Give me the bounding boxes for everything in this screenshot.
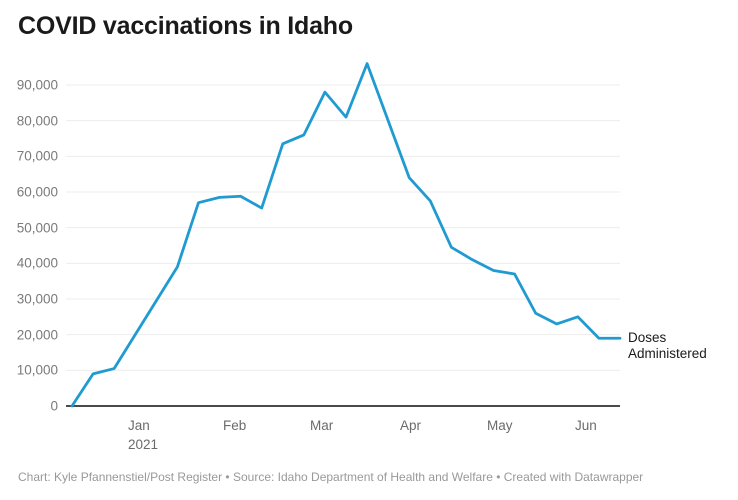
- y-axis-tick-label: 30,000: [16, 291, 58, 307]
- y-axis-tick-label: 10,000: [16, 362, 58, 378]
- y-axis-tick-label: 80,000: [16, 113, 58, 129]
- y-axis-tick-label: 70,000: [16, 148, 58, 164]
- x-axis-tick-label: Jan: [128, 418, 150, 433]
- plot-area: 0 10,000 20,000 30,000 40,000 50,000 60,000 70,…: [0, 55, 738, 455]
- chart-canvas: [66, 62, 622, 408]
- data-line-doses-administered: [70, 62, 622, 408]
- y-axis-tick-label: 20,000: [16, 327, 58, 343]
- series-label-line2: Administered: [628, 346, 707, 361]
- x-axis-tick-label: Mar: [310, 418, 334, 433]
- page-title: COVID vaccinations in Idaho: [18, 12, 353, 40]
- x-axis-year-label: 2021: [128, 437, 159, 452]
- chart-credit: Chart: Kyle Pfannenstiel/Post Register •…: [18, 470, 644, 484]
- y-axis-tick-label: 60,000: [16, 184, 58, 200]
- y-axis-tick-label: 40,000: [16, 255, 58, 271]
- x-axis-tick-label: Feb: [223, 418, 247, 433]
- x-axis-tick-label: Jun: [575, 418, 597, 433]
- y-axis-tick-label: 0: [50, 398, 58, 414]
- y-axis-tick-label: 90,000: [16, 77, 58, 93]
- gridlines: [66, 84, 620, 407]
- series-label-doses-administered: Doses Administered: [628, 330, 732, 362]
- y-axis-tick-label: 50,000: [16, 220, 58, 236]
- x-axis-tick-label: Apr: [400, 418, 422, 433]
- x-axis-tick-label: May: [487, 418, 513, 433]
- series-path: [70, 62, 622, 408]
- series-label-line1: Doses: [628, 330, 667, 345]
